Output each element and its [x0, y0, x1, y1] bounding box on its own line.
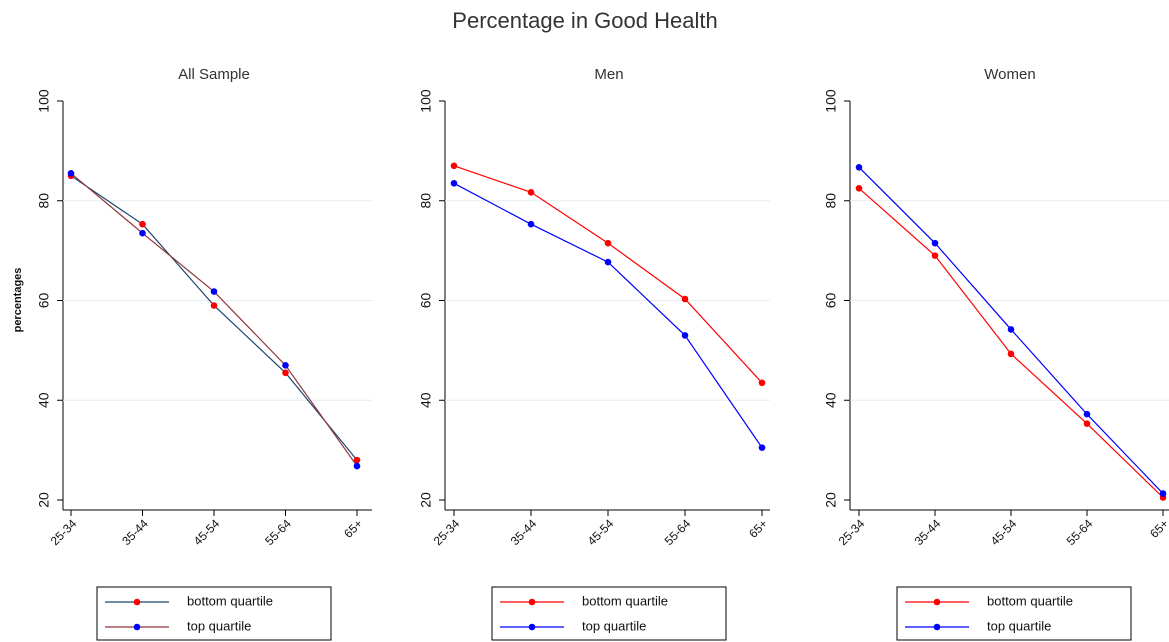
data-point — [604, 239, 612, 247]
x-tick-label: 45-54 — [191, 516, 223, 548]
legend-box — [96, 586, 332, 641]
data-point — [1083, 410, 1091, 418]
x-tick-label: 65+ — [746, 516, 770, 540]
legend-label: top quartile — [187, 618, 251, 633]
panel-title: Men — [594, 66, 623, 83]
data-point — [527, 220, 535, 228]
panel-title: Women — [984, 66, 1035, 83]
data-point — [282, 369, 289, 377]
x-tick-label: 25-34 — [431, 516, 463, 548]
x-tick-label: 45-54 — [585, 516, 617, 548]
data-point — [855, 184, 863, 192]
x-tick-label: 65+ — [341, 516, 365, 540]
figure-title: Percentage in Good Health — [452, 8, 717, 33]
y-tick-label: 60 — [823, 293, 839, 309]
y-tick-label: 100 — [418, 89, 434, 113]
x-tick-label: 45-54 — [988, 516, 1020, 548]
y-tick-label: 60 — [36, 293, 52, 309]
data-point — [210, 288, 218, 295]
data-point — [450, 179, 458, 187]
data-point — [1159, 490, 1167, 497]
legend-box — [896, 586, 1132, 641]
x-tick-label: 55-64 — [262, 516, 294, 548]
data-point — [681, 332, 689, 339]
y-tick-label: 40 — [823, 392, 839, 408]
data-point — [527, 188, 535, 196]
x-tick-label: 35-44 — [508, 516, 540, 548]
legend-label: bottom quartile — [987, 593, 1073, 608]
y-tick-label: 20 — [36, 492, 52, 508]
y-tick-label: 60 — [418, 293, 434, 309]
data-point — [758, 379, 766, 387]
y-tick-label: 20 — [418, 492, 434, 508]
data-point — [67, 170, 75, 177]
data-point — [604, 258, 612, 266]
data-point — [139, 229, 146, 237]
legend-marker — [528, 598, 536, 606]
legend-marker — [133, 623, 141, 631]
y-axis-label: percentages — [12, 268, 24, 333]
legend-marker — [133, 598, 141, 606]
y-tick-label: 20 — [823, 492, 839, 508]
series-line — [70, 172, 358, 467]
data-point — [1007, 350, 1015, 358]
y-tick-label: 80 — [36, 193, 52, 209]
legend-label: top quartile — [582, 618, 646, 633]
legend-box — [491, 586, 727, 641]
x-tick-label: 55-64 — [1064, 516, 1096, 548]
y-tick-label: 100 — [36, 89, 52, 113]
legend-label: top quartile — [987, 618, 1051, 633]
y-tick-label: 80 — [823, 193, 839, 209]
legend-marker — [528, 623, 536, 631]
y-tick-label: 40 — [418, 392, 434, 408]
data-point — [855, 164, 863, 171]
x-tick-label: 25-34 — [836, 516, 868, 548]
legend-marker — [933, 623, 941, 631]
legend-marker — [933, 598, 941, 606]
data-point — [1083, 420, 1091, 427]
data-point — [282, 362, 289, 369]
data-point — [758, 444, 766, 451]
y-tick-label: 80 — [418, 193, 434, 209]
legend-label: bottom quartile — [187, 593, 273, 608]
x-tick-label: 65+ — [1147, 516, 1169, 540]
data-point — [353, 462, 361, 470]
data-point — [139, 220, 146, 228]
data-point — [353, 456, 361, 464]
legend-label: bottom quartile — [582, 593, 668, 608]
data-point — [1007, 326, 1015, 333]
data-point — [931, 252, 939, 259]
data-point — [210, 302, 218, 309]
y-tick-label: 40 — [36, 392, 52, 408]
series-line — [453, 182, 763, 448]
x-tick-label: 35-44 — [912, 516, 944, 548]
x-tick-label: 25-34 — [48, 516, 80, 548]
x-tick-label: 35-44 — [119, 516, 151, 548]
series-line — [858, 187, 1164, 498]
x-tick-label: 55-64 — [662, 516, 694, 548]
series-line — [453, 165, 763, 384]
series-line — [70, 175, 358, 461]
y-tick-label: 100 — [823, 89, 839, 113]
data-point — [931, 239, 939, 247]
panel-title: All Sample — [178, 66, 250, 83]
data-point — [681, 295, 689, 303]
data-point — [450, 162, 458, 170]
